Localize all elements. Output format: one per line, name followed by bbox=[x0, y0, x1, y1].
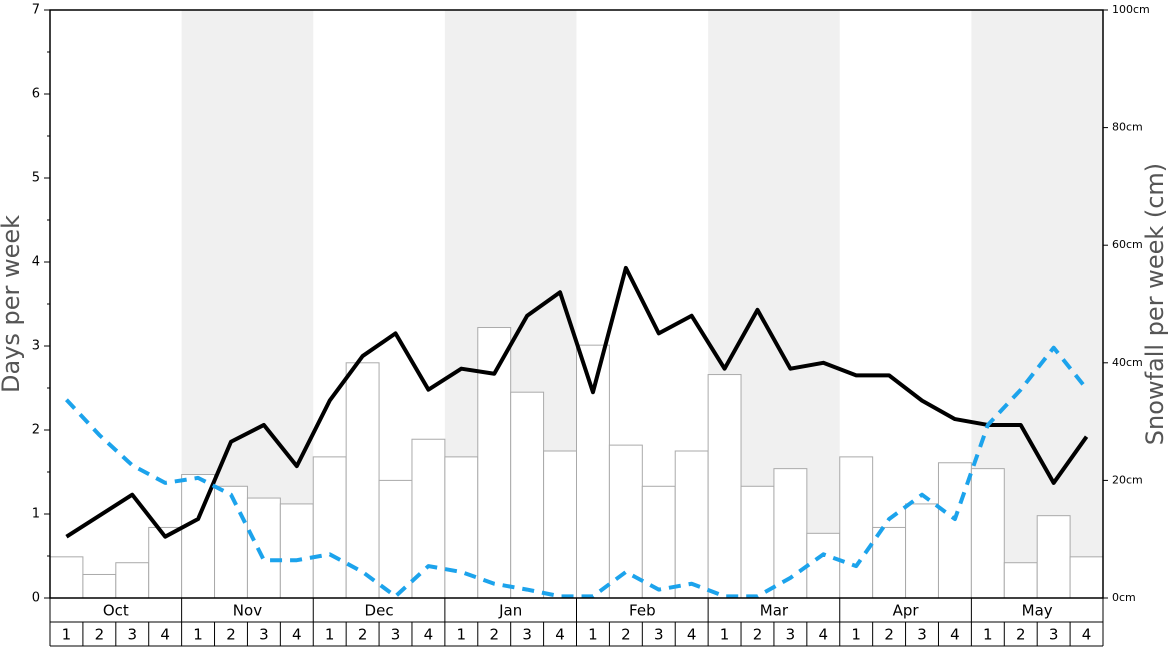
y2-axis-label: Snowfall per week (cm) bbox=[1141, 163, 1168, 445]
bar bbox=[872, 526, 907, 599]
week-label: 4 bbox=[292, 626, 302, 644]
y2-tick-label: 60cm bbox=[1112, 238, 1143, 251]
y-tick-label: 0 bbox=[32, 591, 40, 606]
y-tick-label: 3 bbox=[32, 339, 40, 354]
bar bbox=[510, 391, 545, 599]
bar bbox=[641, 485, 676, 599]
y2-tick-label: 20cm bbox=[1112, 473, 1143, 486]
y2-tick-label: 100cm bbox=[1112, 3, 1150, 16]
week-label: 2 bbox=[753, 626, 763, 644]
week-label: 4 bbox=[1082, 626, 1092, 644]
month-label: Mar bbox=[760, 602, 789, 620]
y2-tick-label: 40cm bbox=[1112, 356, 1143, 369]
week-label: 1 bbox=[588, 626, 598, 644]
month-label: Nov bbox=[233, 602, 262, 620]
week-label: 1 bbox=[325, 626, 335, 644]
bar bbox=[543, 450, 577, 599]
bar bbox=[214, 485, 248, 599]
bar bbox=[1069, 556, 1104, 599]
y-tick-label: 5 bbox=[32, 171, 40, 186]
week-label: 3 bbox=[917, 626, 927, 644]
bar bbox=[411, 438, 446, 599]
bar bbox=[576, 344, 610, 599]
week-label: 4 bbox=[555, 626, 565, 644]
week-label: 4 bbox=[424, 626, 434, 644]
week-label: 2 bbox=[226, 626, 236, 644]
bar bbox=[148, 526, 183, 599]
y2-tick-label: 80cm bbox=[1112, 121, 1143, 134]
bar bbox=[312, 456, 347, 599]
month-label: May bbox=[1022, 602, 1053, 620]
bar bbox=[970, 468, 1005, 599]
week-label: 3 bbox=[259, 626, 269, 644]
month-label: Apr bbox=[893, 602, 920, 620]
bar bbox=[345, 362, 380, 599]
month-label: Dec bbox=[365, 602, 394, 620]
week-label: 2 bbox=[95, 626, 105, 644]
y2-tick-label: 0cm bbox=[1112, 591, 1136, 604]
y-tick-label: 6 bbox=[32, 87, 40, 102]
bar bbox=[378, 479, 413, 599]
week-label: 4 bbox=[950, 626, 960, 644]
week-label: 3 bbox=[786, 626, 796, 644]
week-label: 3 bbox=[654, 626, 664, 644]
bar bbox=[740, 485, 775, 599]
y-tick-label: 1 bbox=[32, 507, 40, 522]
y-tick-label: 2 bbox=[32, 423, 40, 438]
bar bbox=[674, 450, 709, 599]
bar bbox=[49, 556, 84, 599]
month-label: Jan bbox=[498, 602, 522, 620]
week-label: 3 bbox=[522, 626, 532, 644]
bar bbox=[279, 503, 314, 599]
bar bbox=[246, 497, 281, 599]
month-label: Feb bbox=[629, 602, 656, 620]
week-label: 2 bbox=[621, 626, 631, 644]
week-label: 3 bbox=[1049, 626, 1059, 644]
bar bbox=[905, 503, 939, 599]
week-label: 1 bbox=[851, 626, 861, 644]
month-label: Oct bbox=[103, 602, 129, 620]
y-tick-label: 7 bbox=[32, 3, 40, 18]
week-label: 1 bbox=[193, 626, 203, 644]
week-label: 2 bbox=[1016, 626, 1026, 644]
week-label: 2 bbox=[884, 626, 894, 644]
week-label: 1 bbox=[983, 626, 993, 644]
bar bbox=[1003, 562, 1038, 599]
line bbox=[65, 265, 1089, 539]
y-axis-label: Days per week bbox=[0, 215, 25, 393]
week-label: 1 bbox=[62, 626, 72, 644]
bar bbox=[477, 327, 512, 599]
week-label: 4 bbox=[819, 626, 829, 644]
week-label: 2 bbox=[358, 626, 368, 644]
bar bbox=[839, 456, 874, 599]
week-label: 3 bbox=[391, 626, 401, 644]
bar bbox=[806, 532, 841, 599]
week-label: 1 bbox=[720, 626, 730, 644]
bar bbox=[1036, 515, 1071, 599]
week-label: 2 bbox=[489, 626, 499, 644]
week-label: 4 bbox=[687, 626, 697, 644]
bar bbox=[444, 456, 479, 599]
bar bbox=[608, 444, 643, 599]
week-label: 1 bbox=[457, 626, 467, 644]
bar bbox=[707, 374, 742, 599]
y-tick-label: 4 bbox=[32, 255, 40, 270]
week-label: 3 bbox=[127, 626, 137, 644]
bar bbox=[82, 573, 117, 599]
week-label: 4 bbox=[160, 626, 170, 644]
bar bbox=[115, 562, 150, 599]
